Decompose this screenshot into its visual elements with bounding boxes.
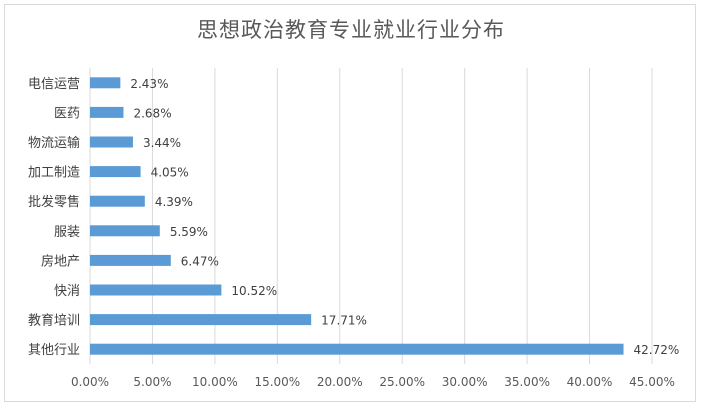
category-label: 批发零售 <box>28 194 80 210</box>
data-label: 4.05% <box>151 166 189 180</box>
data-label: 2.43% <box>130 77 168 91</box>
bar <box>90 136 133 148</box>
x-tick-label: 5.00% <box>133 375 171 389</box>
data-label: 42.72% <box>634 343 680 357</box>
x-tick-label: 10.00% <box>192 375 238 389</box>
x-tick-label: 40.00% <box>567 375 613 389</box>
x-tick-label: 35.00% <box>504 375 550 389</box>
x-tick-labels: 0.00% 5.00% 10.00% 15.00% 20.00% 25.00% 30.00%… <box>71 375 675 389</box>
data-label: 5.59% <box>170 225 208 239</box>
x-tick-label: 20.00% <box>317 375 363 389</box>
x-tick-label: 15.00% <box>254 375 300 389</box>
data-label: 2.68% <box>133 106 171 120</box>
x-tick-label: 30.00% <box>442 375 488 389</box>
category-label: 电信运营 <box>28 77 80 92</box>
bar <box>90 314 312 326</box>
category-label: 医药 <box>54 106 80 121</box>
category-label: 教育培训 <box>28 313 80 329</box>
chart-title: 思想政治教育专业就业行业分布 <box>197 18 505 42</box>
category-label: 物流运输 <box>28 135 80 151</box>
bar <box>90 284 222 296</box>
bars <box>90 77 624 355</box>
bar <box>90 225 160 237</box>
bar <box>90 195 145 207</box>
data-label: 17.71% <box>321 314 367 328</box>
x-tick-label: 45.00% <box>629 375 675 389</box>
category-label: 服装 <box>54 225 80 240</box>
data-labels: 2.43% 2.68% 3.44% 4.05% 4.39% 5.59% 6.47% 10.52… <box>130 77 679 357</box>
data-label: 3.44% <box>143 136 181 150</box>
bar <box>90 106 124 118</box>
category-label: 其他行业 <box>28 343 80 358</box>
bar <box>90 166 141 178</box>
category-label: 加工制造 <box>28 166 80 181</box>
bar <box>90 254 171 266</box>
x-tick-label: 0.00% <box>71 375 109 389</box>
category-label: 快消 <box>54 284 80 299</box>
bar <box>90 343 624 355</box>
data-label: 6.47% <box>181 254 219 268</box>
bar <box>90 77 121 89</box>
x-tick-label: 25.00% <box>379 375 425 389</box>
data-label: 4.39% <box>155 195 193 209</box>
category-label: 房地产 <box>41 253 80 269</box>
data-label: 10.52% <box>231 284 277 298</box>
